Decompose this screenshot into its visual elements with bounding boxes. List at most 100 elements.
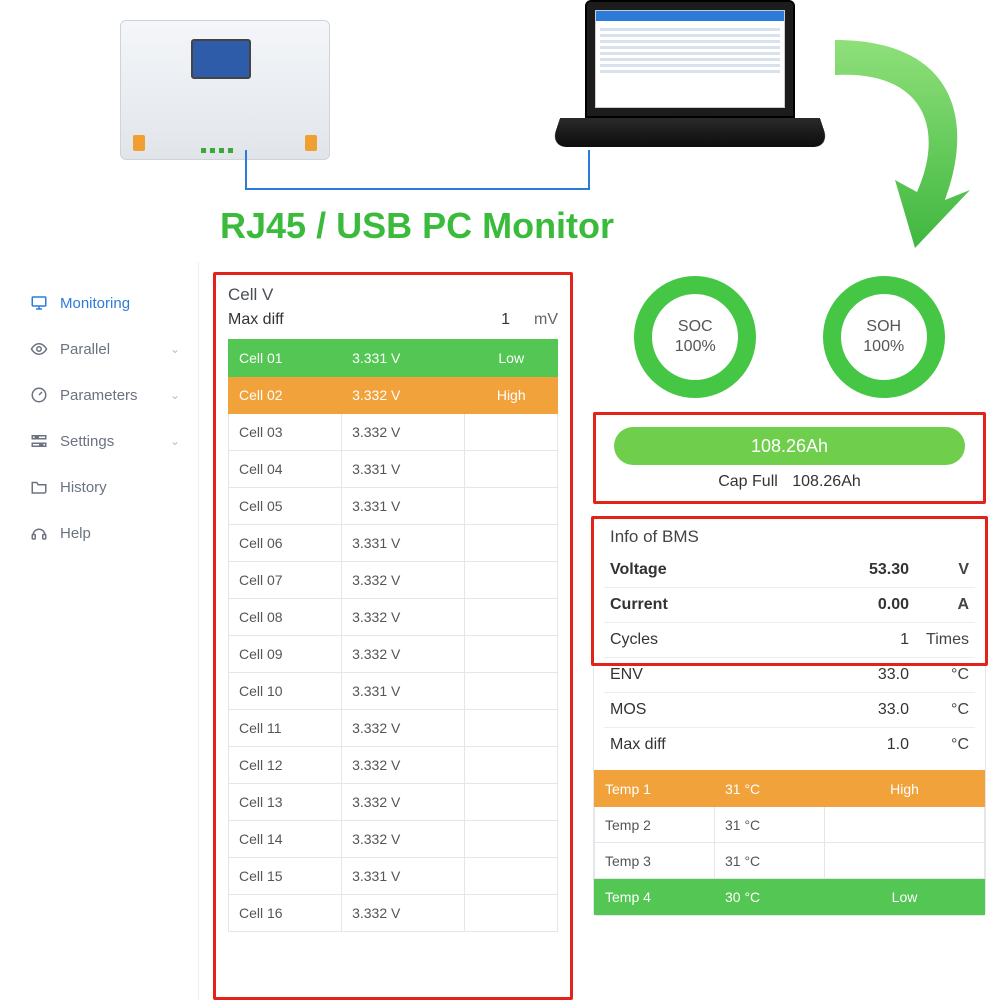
cell-row: Cell 103.331 V: [229, 673, 558, 710]
temp-value: 30 °C: [715, 879, 825, 915]
bms-value: 33.0: [839, 701, 909, 719]
sidebar-item-label: Monitoring: [60, 295, 130, 312]
cell-voltage: 3.332 V: [342, 414, 465, 451]
sidebar-item-help[interactable]: Help: [0, 510, 198, 556]
cell-name: Cell 06: [229, 525, 342, 562]
sidebar-item-history[interactable]: History: [0, 464, 198, 510]
sidebar-item-parameters[interactable]: Parameters⌄: [0, 372, 198, 418]
cell-name: Cell 01: [229, 340, 342, 377]
sidebar-item-settings[interactable]: Settings⌄: [0, 418, 198, 464]
temp-name: Temp 4: [595, 879, 715, 915]
sidebar-item-label: Help: [60, 525, 91, 542]
cell-voltage: 3.332 V: [342, 599, 465, 636]
bms-label: ENV: [610, 666, 839, 684]
soc-gauge: SOC 100%: [625, 276, 765, 398]
cell-voltage: 3.332 V: [342, 784, 465, 821]
bms-row-cycles: Cycles1Times: [594, 623, 985, 657]
cell-voltage: 3.332 V: [342, 747, 465, 784]
cell-tag: [465, 710, 558, 747]
temp-row: Temp 231 °C: [595, 807, 985, 843]
bms-value: 1.0: [839, 736, 909, 754]
cell-voltage: 3.332 V: [342, 636, 465, 673]
cell-voltage: 3.331 V: [342, 673, 465, 710]
cell-row: Cell 063.331 V: [229, 525, 558, 562]
temperature-table: Temp 131 °CHighTemp 231 °CTemp 331 °CTem…: [594, 770, 985, 915]
temp-value: 31 °C: [715, 843, 825, 879]
temp-value: 31 °C: [715, 771, 825, 807]
cell-tag: [465, 599, 558, 636]
bms-row-current: Current0.00A: [594, 588, 985, 622]
cell-voltage: 3.331 V: [342, 340, 465, 377]
cell-voltage: 3.332 V: [342, 377, 465, 414]
arrow-illustration: [805, 30, 975, 250]
cell-row: Cell 113.332 V: [229, 710, 558, 747]
cell-row: Cell 023.332 VHigh: [229, 377, 558, 414]
bms-unit: Times: [909, 631, 969, 649]
cell-name: Cell 13: [229, 784, 342, 821]
temp-name: Temp 3: [595, 843, 715, 879]
cell-name: Cell 10: [229, 673, 342, 710]
cell-row: Cell 123.332 V: [229, 747, 558, 784]
soc-label: SOC: [652, 318, 738, 336]
cell-voltage: 3.331 V: [342, 525, 465, 562]
cell-table: Cell 013.331 VLowCell 023.332 VHighCell …: [228, 339, 558, 932]
sidebar-item-label: History: [60, 479, 107, 496]
temp-tag: [825, 843, 985, 879]
bms-unit: °C: [909, 736, 969, 754]
cell-row: Cell 033.332 V: [229, 414, 558, 451]
bms-label: Voltage: [610, 561, 839, 579]
bms-row-env: ENV33.0°C: [594, 658, 985, 692]
cell-row: Cell 043.331 V: [229, 451, 558, 488]
cell-row: Cell 163.332 V: [229, 895, 558, 932]
sidebar-item-label: Parameters: [60, 387, 138, 404]
cell-row: Cell 093.332 V: [229, 636, 558, 673]
cell-voltage: 3.332 V: [342, 710, 465, 747]
cell-voltage-card: Cell V Max diff 1 mV Cell 013.331 VLowCe…: [213, 272, 573, 1000]
sidebar-item-parallel[interactable]: Parallel ⌄: [0, 326, 198, 372]
bms-label: Cycles: [610, 631, 839, 649]
capfull-label: Cap Full: [718, 473, 778, 490]
cell-name: Cell 12: [229, 747, 342, 784]
cell-voltage: 3.331 V: [342, 858, 465, 895]
maxdiff-label: Max diff: [228, 311, 470, 329]
cell-name: Cell 05: [229, 488, 342, 525]
bms-unit: °C: [909, 666, 969, 684]
cell-tag: [465, 673, 558, 710]
hero-title: RJ45 / USB PC Monitor: [220, 205, 614, 247]
chevron-down-icon: ⌄: [170, 342, 180, 356]
chevron-down-icon: ⌄: [170, 434, 180, 448]
gauge-icon: [30, 386, 48, 404]
temp-tag: Low: [825, 879, 985, 915]
cell-voltage: 3.331 V: [342, 488, 465, 525]
capacity-full: Cap Full 108.26Ah: [614, 473, 965, 491]
bms-value: 1: [839, 631, 909, 649]
cellv-title: Cell V: [228, 285, 558, 305]
battery-device-illustration: [120, 20, 330, 160]
cell-name: Cell 09: [229, 636, 342, 673]
cell-tag: [465, 858, 558, 895]
soh-gauge: SOH 100%: [814, 276, 954, 398]
sidebar-item-monitoring[interactable]: Monitoring: [0, 280, 198, 326]
sidebar-item-label: Parallel: [60, 341, 110, 358]
cellv-maxdiff-row: Max diff 1 mV: [228, 311, 558, 329]
cell-tag: [465, 414, 558, 451]
cell-tag: [465, 821, 558, 858]
cell-voltage: 3.331 V: [342, 451, 465, 488]
bms-value: 0.00: [839, 596, 909, 614]
soh-value: 100%: [841, 338, 927, 356]
gauges: SOC 100% SOH 100%: [593, 272, 986, 398]
temp-name: Temp 2: [595, 807, 715, 843]
cell-name: Cell 15: [229, 858, 342, 895]
app-frame: MonitoringParallel⌄Parameters⌄Settings⌄H…: [0, 262, 1000, 1000]
right-column: SOC 100% SOH 100% 108.26Ah Cap Ful: [593, 272, 986, 1000]
bms-value: 53.30: [839, 561, 909, 579]
temp-row: Temp 430 °CLow: [595, 879, 985, 915]
bms-unit: A: [909, 596, 969, 614]
cell-row: Cell 133.332 V: [229, 784, 558, 821]
temp-value: 31 °C: [715, 807, 825, 843]
cell-tag: [465, 525, 558, 562]
bms-title: Info of BMS: [594, 519, 985, 553]
monitor-icon: [30, 294, 48, 312]
maxdiff-value: 1: [470, 311, 510, 329]
bms-label: MOS: [610, 701, 839, 719]
